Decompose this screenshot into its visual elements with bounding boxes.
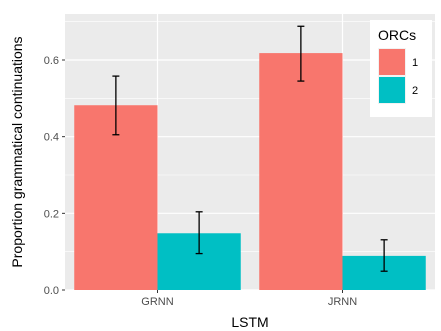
x-tick-label: JRNN	[328, 296, 357, 308]
legend-key-swatch	[379, 49, 405, 75]
bar	[259, 53, 342, 290]
y-tick-label: 0.2	[44, 208, 59, 220]
y-tick-label: 0.4	[44, 132, 59, 144]
y-tick-label: 0.6	[44, 55, 59, 67]
x-axis-title: LSTM	[231, 314, 268, 330]
legend-title: ORCs	[378, 27, 416, 43]
y-axis: 0.0 0.2 0.4 0.6	[44, 55, 65, 297]
y-axis-title: Proportion grammatical continuations	[9, 36, 25, 267]
y-tick-label: 0.0	[44, 285, 59, 297]
legend-label: 2	[412, 85, 418, 97]
x-axis: GRNN JRNN	[141, 290, 357, 308]
x-tick-label: GRNN	[141, 296, 173, 308]
legend-key-swatch	[379, 77, 405, 103]
legend-label: 1	[412, 57, 418, 69]
legend: ORCs 1 2	[370, 20, 432, 117]
